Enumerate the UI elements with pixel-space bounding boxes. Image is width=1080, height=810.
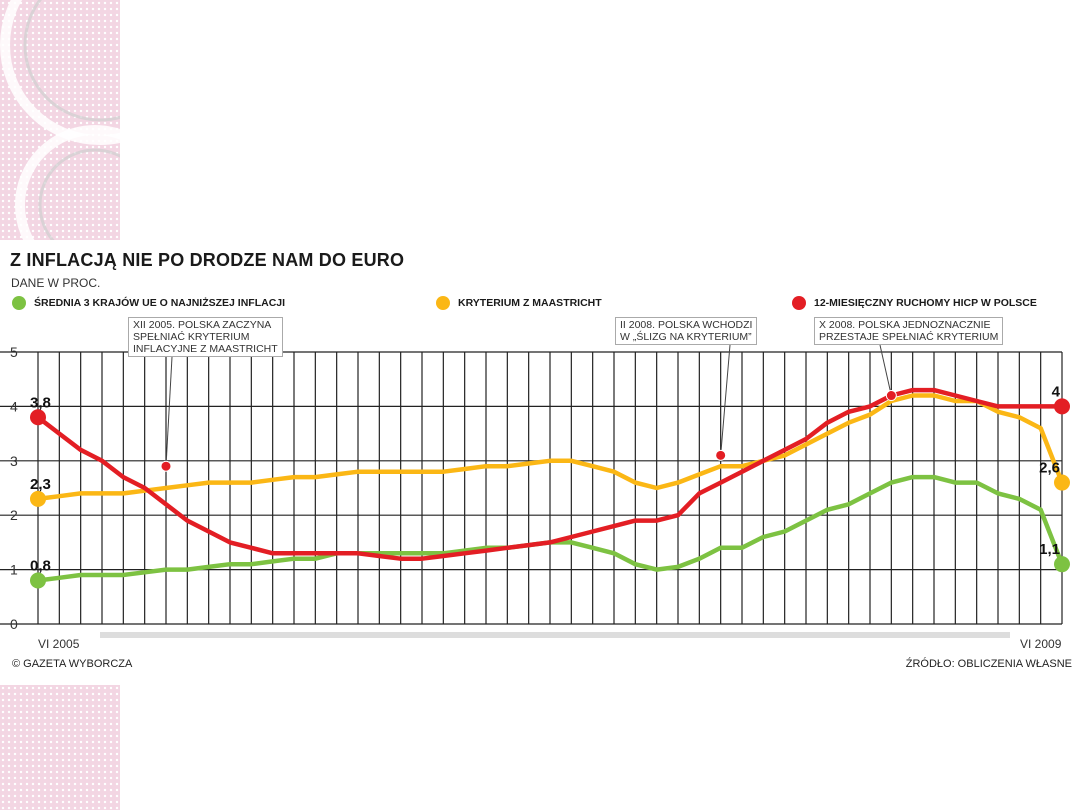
legend-label-red: 12-MIESIĘCZNY RUCHOMY HICP W POLSCE (814, 297, 1037, 309)
series-start-marker (30, 409, 46, 426)
footer-source: ŹRÓDŁO: OBLICZENIA WŁASNE (905, 658, 1072, 670)
annotation-marker (885, 390, 897, 402)
annotation-marker (715, 449, 727, 461)
annotation-leader-line (879, 344, 892, 396)
x-axis-end-label: VI 2009 (1020, 637, 1062, 651)
annotation-oct-2008: X 2008. POLSKA JEDNOZNACZNIE PRZESTAJE S… (814, 317, 1004, 345)
y-tick-label: 5 (10, 344, 18, 360)
decorative-panel-bottom (0, 685, 120, 810)
legend-item-red: 12-MIESIĘCZNY RUCHOMY HICP W POLSCE (792, 296, 1037, 310)
y-tick-label: 3 (10, 453, 18, 469)
annotation-markers (160, 390, 897, 472)
footer-copyright: © GAZETA WYBORCZA (12, 658, 133, 670)
y-axis-tick-labels: 0 1 2 3 4 5 (10, 344, 18, 632)
line-chart: 0 1 2 3 4 5 0,8 1,1 2,3 2,6 3,8 4 (0, 344, 1070, 638)
y-tick-label: 0 (10, 616, 18, 632)
series-end-marker (1054, 474, 1070, 491)
y-tick-label: 1 (10, 562, 18, 578)
series-start-label: 0,8 (30, 557, 51, 574)
legend-swatch-yellow (436, 296, 450, 310)
chart-subtitle: DANE W PROC. (11, 276, 101, 290)
legend-label-yellow: KRYTERIUM Z MAASTRICHT (458, 297, 602, 309)
annotation-feb-2008: II 2008. POLSKA WCHODZI W „ŚLIZG NA KRYT… (615, 317, 758, 345)
decorative-circles (0, 0, 120, 240)
series-end-label: 4 (1052, 383, 1061, 400)
decorative-panel-top (0, 0, 120, 240)
series-start-marker (30, 572, 46, 589)
x-axis-start-label: VI 2005 (38, 637, 80, 651)
series-end-marker (1054, 398, 1070, 415)
annotation-leader-line (165, 356, 173, 467)
legend-swatch-green (12, 296, 26, 310)
annotation-leaders (165, 344, 892, 467)
series-end-label: 1,1 (1039, 541, 1060, 558)
chart-title: Z INFLACJĄ NIE PO DRODZE NAM DO EURO (10, 250, 405, 270)
legend-item-yellow: KRYTERIUM Z MAASTRICHT (436, 296, 602, 310)
annotation-marker (160, 460, 172, 472)
x-axis-timeline-bar (100, 632, 1010, 638)
y-tick-label: 2 (10, 507, 18, 523)
series-end-marker (1054, 556, 1070, 573)
y-tick-label: 4 (10, 398, 18, 414)
series-end-label: 2,6 (1039, 460, 1060, 477)
legend-item-green: ŚREDNIA 3 KRAJÓW UE O NAJNIŻSZEJ INFLACJ… (12, 296, 285, 310)
annotation-leader-line (720, 344, 731, 456)
annotation-dec-2005: XII 2005. POLSKA ZACZYNA SPEŁNIAĆ KRYTER… (128, 317, 283, 357)
series-start-label: 3,8 (30, 394, 51, 411)
series-endpoints: 0,8 1,1 2,3 2,6 3,8 4 (30, 383, 1070, 589)
legend-swatch-red (792, 296, 806, 310)
series-start-marker (30, 490, 46, 507)
legend-label-green: ŚREDNIA 3 KRAJÓW UE O NAJNIŻSZEJ INFLACJ… (34, 297, 286, 309)
series-start-label: 2,3 (30, 476, 51, 493)
